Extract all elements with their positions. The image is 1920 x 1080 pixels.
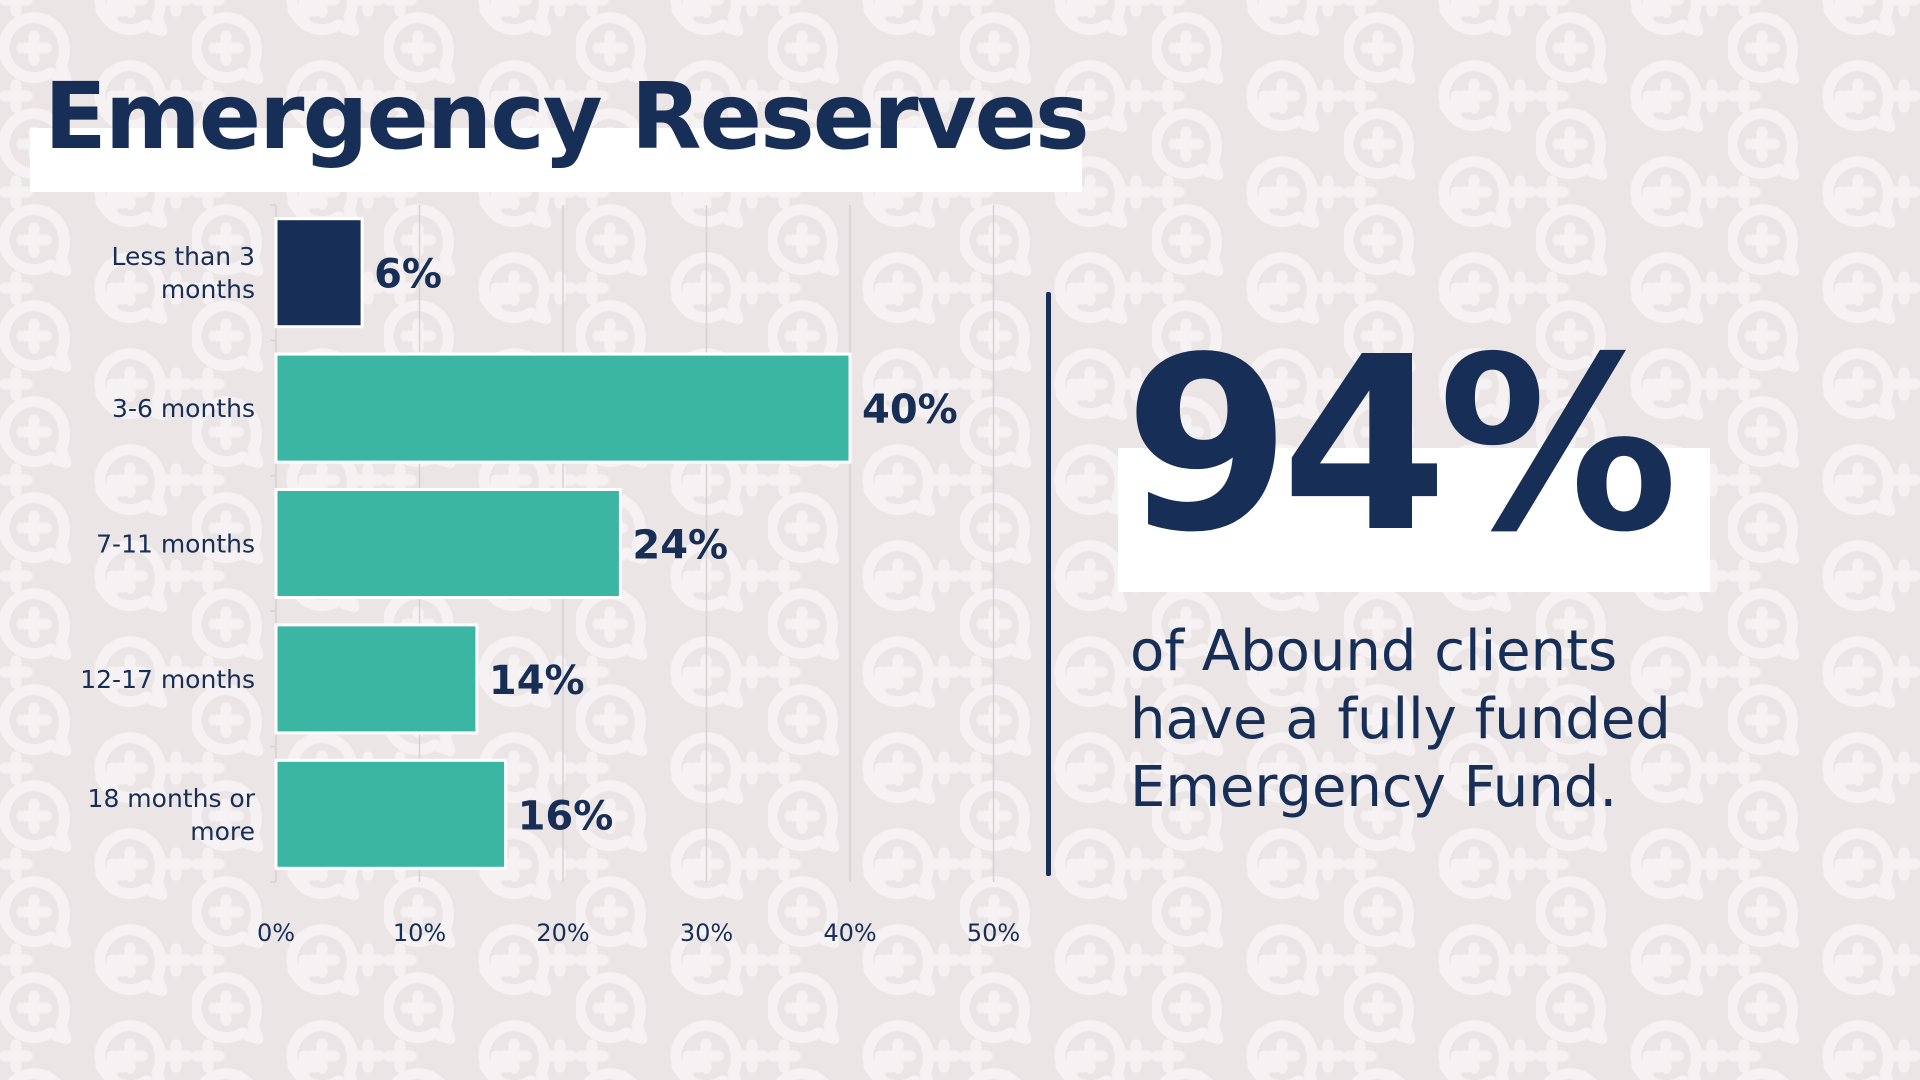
page-title: Emergency Reserves [44, 63, 1090, 170]
x-tick-label-50: 50% [967, 919, 1020, 947]
title-highlight-box [30, 128, 1082, 192]
bar-2 [274, 488, 622, 599]
data-label-0: 6% [374, 252, 442, 298]
x-tick-label-10: 10% [393, 919, 446, 947]
stat-caption: of Abound clients have a fully funded Em… [1130, 619, 1671, 820]
bar-chart: 6% Less than 3 months 40% 3-6 months 24% 7-11 … [80, 204, 1020, 947]
x-tick-label-0: 0% [257, 919, 295, 947]
bar-1 [274, 352, 852, 464]
category-label-1: 3-6 months [112, 394, 255, 423]
bar-4 [274, 758, 508, 870]
bar-0 [274, 217, 364, 329]
data-label-2: 24% [632, 523, 728, 569]
category-label-0: Less than 3 months [111, 242, 255, 304]
category-label-2: 7-11 months [96, 530, 255, 559]
data-label-1: 40% [862, 387, 958, 433]
stat-highlight-box [1118, 448, 1710, 592]
category-label-4: 18 months or more [88, 784, 256, 846]
data-label-3: 14% [489, 658, 585, 704]
data-label-4: 16% [518, 793, 614, 839]
bar-3 [274, 623, 479, 735]
x-tick-label-40: 40% [823, 919, 876, 947]
x-tick-label-20: 20% [536, 919, 589, 947]
x-tick-label-30: 30% [680, 919, 733, 947]
stat-value: 94% [1124, 305, 1678, 585]
category-label-3: 12-17 months [80, 665, 255, 694]
vertical-divider [1046, 292, 1051, 876]
